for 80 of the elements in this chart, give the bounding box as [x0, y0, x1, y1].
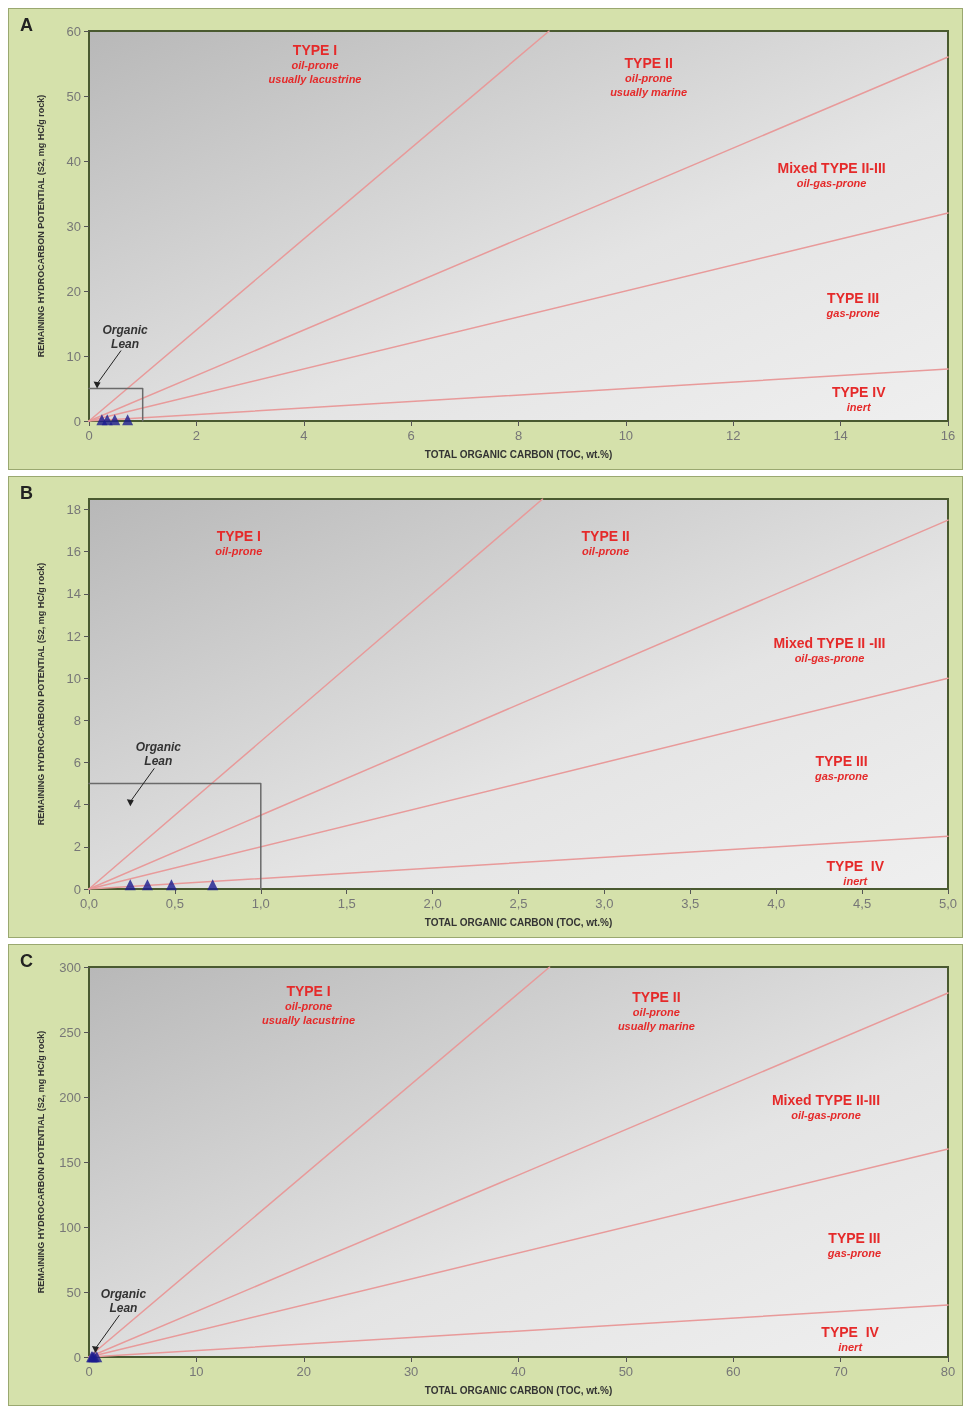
x-tick-label: 70 — [833, 1364, 848, 1379]
annotation: TYPE I oil-prone — [215, 528, 263, 558]
annotation: TYPE III gas-prone — [826, 1230, 882, 1260]
y-tick-label: 50 — [66, 1284, 81, 1300]
y-axis-title: REMAINING HYDROCARBON POTENTIAL (S2, mg HC/g rock) — [35, 562, 46, 826]
y-tick-label: 14 — [66, 586, 81, 602]
x-tick-label: 4,0 — [767, 896, 786, 911]
y-tick-label: 10 — [66, 348, 81, 364]
y-tick-label: 20 — [66, 283, 81, 299]
annotation: Mixed TYPE II-III oil-gas-prone — [771, 1091, 881, 1121]
annotation: TYPE II oil-prone usually marine — [610, 54, 688, 98]
x-tick-label: 10 — [189, 1364, 204, 1379]
y-axis-title: REMAINING HYDROCARBON POTENTIAL (S2, mg HC/g rock) — [35, 1030, 46, 1294]
annotation: Organic Lean — [135, 740, 182, 769]
chart-title: A — [20, 15, 33, 35]
x-axis-title: TOTAL ORGANIC CARBON (TOC, wt.%) — [424, 448, 613, 460]
x-tick-label: 4,5 — [853, 896, 872, 911]
annotation: TYPE II oil-prone — [581, 528, 630, 558]
x-tick-label: 20 — [296, 1364, 311, 1379]
x-tick-label: 0 — [85, 1364, 93, 1379]
x-tick-label: 1,0 — [251, 896, 270, 911]
annotation: Mixed TYPE II -III oil-gas-prone — [773, 634, 886, 664]
y-tick-label: 300 — [59, 959, 81, 975]
annotation: TYPE III gas-prone — [813, 752, 869, 782]
y-tick-label: 0 — [73, 881, 81, 897]
y-tick-label: 50 — [66, 88, 81, 104]
y-tick-label: 10 — [66, 670, 81, 686]
y-tick-label: 0 — [73, 1349, 81, 1365]
x-tick-label: 80 — [940, 1364, 956, 1379]
x-tick-label: 3,5 — [681, 896, 700, 911]
x-tick-label: 30 — [403, 1364, 419, 1379]
x-axis-title: TOTAL ORGANIC CARBON (TOC, wt.%) — [424, 916, 613, 928]
y-tick-label: 4 — [73, 797, 81, 813]
x-tick-label: 5,0 — [938, 896, 958, 911]
x-tick-label: 1,5 — [337, 896, 356, 911]
x-tick-label: 10 — [618, 428, 634, 443]
x-tick-label: 0,0 — [79, 896, 99, 911]
chart-title: B — [20, 483, 33, 503]
x-tick-label: 0,5 — [165, 896, 184, 911]
x-tick-label: 14 — [833, 428, 848, 443]
y-tick-label: 200 — [59, 1089, 81, 1105]
x-axis-title: TOTAL ORGANIC CARBON (TOC, wt.%) — [424, 1384, 613, 1396]
x-tick-label: 8 — [514, 428, 523, 443]
y-tick-label: 2 — [73, 839, 81, 855]
y-tick-label: 250 — [59, 1024, 81, 1040]
x-tick-label: 16 — [940, 428, 956, 443]
x-tick-label: 2,5 — [509, 896, 528, 911]
annotation: TYPE IV inert — [826, 857, 885, 887]
y-tick-label: 16 — [66, 544, 81, 560]
annotation: Mixed TYPE II-III oil-gas-prone — [777, 159, 886, 189]
y-tick-label: 100 — [59, 1219, 81, 1235]
x-tick-label: 2,0 — [423, 896, 442, 911]
y-tick-label: 6 — [73, 755, 81, 771]
annotation: TYPE IV inert — [831, 384, 887, 414]
chart-title: C — [20, 951, 33, 971]
y-tick-label: 40 — [66, 153, 81, 169]
x-tick-label: 12 — [726, 428, 741, 443]
x-tick-label: 6 — [407, 428, 415, 443]
y-axis-title: REMAINING HYDROCARBON POTENTIAL (S2, mg HC/g rock) — [35, 94, 46, 358]
x-tick-label: 40 — [511, 1364, 526, 1379]
annotation: TYPE I oil-prone usually lacustrine — [268, 41, 362, 85]
y-tick-label: 150 — [59, 1154, 81, 1170]
x-tick-label: 0 — [85, 428, 93, 443]
y-tick-label: 12 — [66, 628, 81, 644]
y-tick-label: 60 — [66, 23, 81, 39]
y-tick-label: 0 — [73, 413, 81, 429]
y-tick-label: 8 — [73, 712, 81, 728]
annotation: Organic Lean — [100, 1287, 147, 1316]
annotation: Organic Lean — [102, 322, 149, 351]
y-tick-label: 18 — [66, 502, 81, 518]
annotation: TYPE IV inert — [821, 1324, 880, 1354]
x-tick-label: 4 — [300, 428, 308, 443]
annotation: TYPE III gas-prone — [825, 290, 880, 320]
x-tick-label: 3,0 — [595, 896, 614, 911]
annotation: TYPE I oil-prone usually lacustrine — [262, 983, 356, 1027]
x-tick-label: 2 — [192, 428, 200, 443]
x-tick-label: 50 — [618, 1364, 634, 1379]
annotation: TYPE II oil-prone usually marine — [617, 989, 695, 1033]
y-tick-label: 30 — [66, 218, 81, 234]
x-tick-label: 60 — [726, 1364, 741, 1379]
